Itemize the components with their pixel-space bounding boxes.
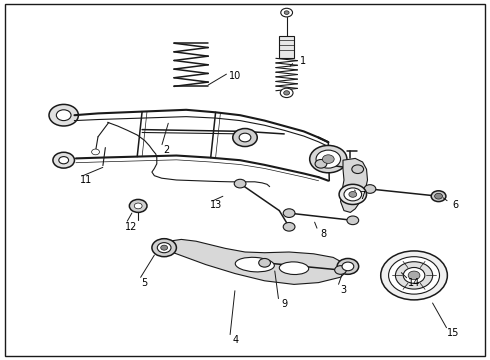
Circle shape (53, 152, 74, 168)
Circle shape (284, 91, 290, 95)
Circle shape (315, 159, 327, 168)
Bar (279, 36, 294, 58)
Circle shape (56, 110, 71, 121)
Circle shape (129, 199, 147, 212)
Circle shape (234, 179, 246, 188)
Text: 15: 15 (447, 328, 460, 338)
Circle shape (259, 258, 270, 267)
Circle shape (161, 245, 168, 250)
Text: 3: 3 (340, 285, 346, 295)
Circle shape (352, 165, 364, 174)
Circle shape (435, 193, 442, 199)
Text: 1: 1 (300, 56, 306, 66)
Circle shape (152, 239, 176, 257)
Circle shape (364, 185, 376, 193)
Text: 8: 8 (320, 229, 326, 239)
Circle shape (49, 104, 78, 126)
Circle shape (403, 267, 425, 283)
Circle shape (347, 216, 359, 225)
Circle shape (134, 203, 142, 209)
Circle shape (310, 145, 347, 173)
Text: 2: 2 (164, 145, 170, 156)
Circle shape (322, 155, 334, 163)
Circle shape (389, 257, 440, 294)
Circle shape (344, 188, 362, 201)
Text: 14: 14 (408, 278, 420, 288)
Text: 4: 4 (232, 335, 238, 345)
Circle shape (233, 129, 257, 147)
Circle shape (316, 150, 341, 168)
Circle shape (349, 192, 357, 197)
Ellipse shape (235, 257, 274, 272)
Ellipse shape (279, 262, 309, 275)
Polygon shape (341, 158, 368, 212)
Text: 12: 12 (125, 222, 138, 232)
Polygon shape (162, 239, 348, 284)
Circle shape (339, 184, 367, 204)
Circle shape (335, 266, 346, 274)
Text: 7: 7 (360, 191, 366, 201)
Circle shape (381, 251, 447, 300)
Circle shape (283, 222, 295, 231)
Circle shape (59, 157, 69, 164)
Circle shape (431, 191, 446, 202)
Circle shape (408, 271, 420, 280)
Circle shape (157, 243, 171, 253)
Circle shape (239, 133, 251, 142)
Text: 9: 9 (281, 299, 287, 309)
Text: 13: 13 (210, 200, 221, 210)
Text: 10: 10 (229, 71, 241, 81)
Circle shape (281, 8, 293, 17)
Circle shape (92, 149, 99, 155)
Text: 11: 11 (79, 175, 92, 185)
Circle shape (337, 258, 359, 274)
Circle shape (283, 209, 295, 217)
Circle shape (395, 262, 433, 289)
Circle shape (280, 88, 293, 98)
Circle shape (284, 11, 289, 14)
Circle shape (342, 262, 354, 271)
Text: 5: 5 (142, 278, 147, 288)
Text: 6: 6 (453, 200, 459, 210)
